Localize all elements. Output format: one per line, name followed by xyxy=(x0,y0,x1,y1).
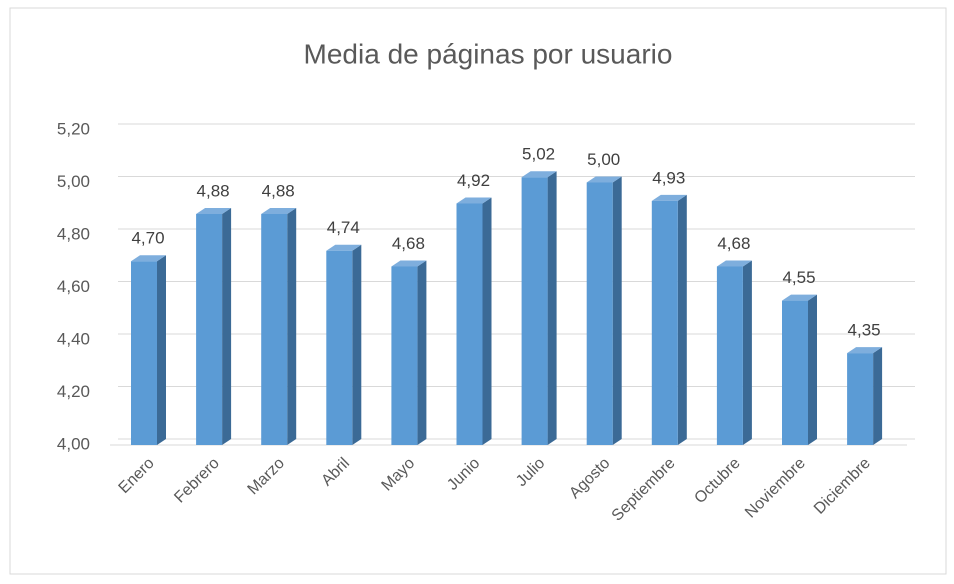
bar-top xyxy=(716,260,752,267)
bar-side xyxy=(352,244,362,445)
bar-top xyxy=(131,255,166,262)
y-tick-label: 4,00 xyxy=(57,434,90,453)
bar-top xyxy=(847,347,883,354)
bar-top xyxy=(521,171,557,178)
bar-side xyxy=(612,176,622,445)
bar-side xyxy=(417,260,427,445)
value-label: 4,68 xyxy=(717,234,750,253)
value-label: 4,93 xyxy=(652,168,685,187)
bar xyxy=(326,250,353,445)
bar-side xyxy=(547,171,557,445)
y-tick-label: 4,40 xyxy=(57,329,90,348)
bar xyxy=(782,300,808,445)
bar-side xyxy=(157,255,166,445)
bar-side xyxy=(482,197,492,445)
bar-top xyxy=(651,194,687,201)
value-label: 4,35 xyxy=(848,321,881,340)
bar xyxy=(391,266,418,445)
bar xyxy=(716,266,743,445)
bar-side xyxy=(873,347,883,445)
bar-top xyxy=(326,244,362,251)
y-tick-label: 4,20 xyxy=(57,382,90,401)
value-label: 4,88 xyxy=(197,181,230,200)
bar xyxy=(261,214,288,445)
y-tick-label: 4,60 xyxy=(57,277,90,296)
bar-top xyxy=(782,294,817,301)
bar xyxy=(847,353,874,445)
bar-side xyxy=(677,194,687,445)
value-label: 5,00 xyxy=(587,150,620,169)
bar-side xyxy=(287,208,297,445)
bar-top xyxy=(391,260,427,267)
bar xyxy=(131,261,157,445)
value-label: 4,88 xyxy=(262,181,295,200)
value-label: 5,02 xyxy=(522,145,555,164)
y-tick-label: 5,20 xyxy=(57,119,90,138)
value-label: 4,70 xyxy=(131,229,164,248)
bar xyxy=(521,177,548,445)
bar-top xyxy=(456,197,492,204)
y-tick-label: 5,00 xyxy=(57,172,90,191)
bar-side xyxy=(222,208,232,445)
value-label: 4,68 xyxy=(392,234,425,253)
value-label: 4,74 xyxy=(327,218,360,237)
value-label: 4,55 xyxy=(782,268,815,287)
chart-title: Media de páginas por usuario xyxy=(304,38,673,69)
bar xyxy=(196,214,223,445)
bar-top xyxy=(196,208,232,214)
bar-side xyxy=(742,260,752,445)
bar-top xyxy=(261,208,297,214)
bar xyxy=(651,200,678,445)
bar xyxy=(456,203,483,445)
y-tick-label: 4,80 xyxy=(57,224,90,243)
bar-top xyxy=(586,176,622,183)
bar-side xyxy=(808,294,817,445)
bar xyxy=(586,182,613,445)
value-label: 4,92 xyxy=(457,171,490,190)
